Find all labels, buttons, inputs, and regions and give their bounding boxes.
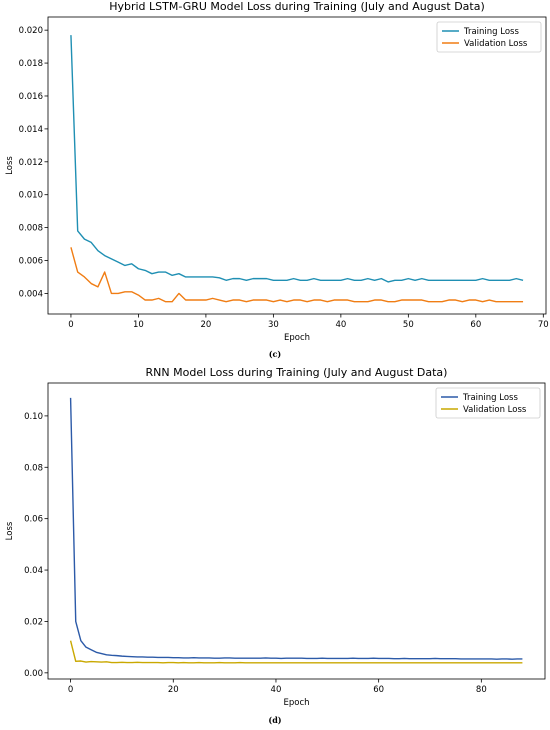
x-tick-label: 40 bbox=[335, 320, 346, 330]
legend: Training Loss Validation Loss bbox=[436, 21, 542, 53]
figure-caption: (d) bbox=[268, 715, 282, 725]
y-tick-label: 0.014 bbox=[19, 125, 43, 135]
x-tick-label: 20 bbox=[200, 320, 211, 330]
x-tick-label: 60 bbox=[373, 685, 384, 695]
chart-rnn-loss: RNN Model Loss during Training (July and… bbox=[5, 366, 546, 708]
y-tick-label: 0.10 bbox=[24, 412, 43, 422]
y-axis-label: Loss bbox=[5, 156, 15, 175]
x-tick-label: 0 bbox=[68, 320, 73, 330]
legend-box bbox=[435, 387, 541, 419]
figure-c: Hybrid LSTM-GRU Model Loss during Traini… bbox=[5, 0, 549, 359]
y-tick-label: 0.008 bbox=[19, 224, 43, 234]
y-tick-label: 0.04 bbox=[24, 566, 43, 576]
legend-label: Validation Loss bbox=[463, 405, 527, 415]
y-tick-label: 0.004 bbox=[19, 289, 43, 299]
x-axis-label: Epoch bbox=[284, 333, 310, 343]
legend-label: Training Loss bbox=[463, 27, 519, 37]
x-axis-label: Epoch bbox=[283, 698, 309, 708]
series-line-2 bbox=[69, 640, 523, 664]
y-tick-label: 0.020 bbox=[19, 26, 43, 36]
plot-frame bbox=[47, 16, 547, 315]
y-tick-label: 0.006 bbox=[19, 257, 43, 267]
chart-lstm-gru-loss: Hybrid LSTM-GRU Model Loss during Traini… bbox=[5, 0, 549, 343]
x-tick-label: 40 bbox=[271, 685, 282, 695]
x-tick-label: 20 bbox=[168, 685, 179, 695]
y-axis-label: Loss bbox=[5, 521, 15, 540]
x-tick-label: 60 bbox=[470, 320, 481, 330]
series-line-1 bbox=[70, 35, 524, 283]
x-tick-label: 50 bbox=[403, 320, 414, 330]
x-tick-label: 30 bbox=[268, 320, 279, 330]
legend-label: Training Loss bbox=[462, 393, 518, 403]
y-tick-label: 0.08 bbox=[24, 463, 43, 473]
y-tick-label: 0.010 bbox=[19, 191, 43, 201]
legend-label: Validation Loss bbox=[464, 39, 528, 49]
chart-title: RNN Model Loss during Training (July and… bbox=[146, 366, 448, 379]
legend-box bbox=[436, 21, 542, 53]
y-tick-label: 0.02 bbox=[24, 617, 43, 627]
y-tick-label: 0.00 bbox=[24, 669, 43, 679]
x-tick-label: 80 bbox=[476, 685, 487, 695]
figure-caption: (c) bbox=[268, 349, 282, 359]
y-tick-label: 0.06 bbox=[24, 515, 43, 525]
x-tick-label: 0 bbox=[68, 685, 73, 695]
y-tick-label: 0.012 bbox=[19, 158, 43, 168]
x-tick-label: 70 bbox=[538, 320, 549, 330]
figure-d: RNN Model Loss during Training (July and… bbox=[0, 365, 550, 730]
series-line-1 bbox=[69, 397, 523, 660]
y-tick-label: 0.018 bbox=[19, 59, 43, 69]
chart-title: Hybrid LSTM-GRU Model Loss during Traini… bbox=[109, 0, 485, 13]
x-tick-label: 10 bbox=[133, 320, 144, 330]
y-tick-label: 0.016 bbox=[19, 92, 43, 102]
plot-frame bbox=[47, 382, 546, 680]
series-line-2 bbox=[70, 247, 524, 303]
legend: Training Loss Validation Loss bbox=[435, 387, 541, 419]
